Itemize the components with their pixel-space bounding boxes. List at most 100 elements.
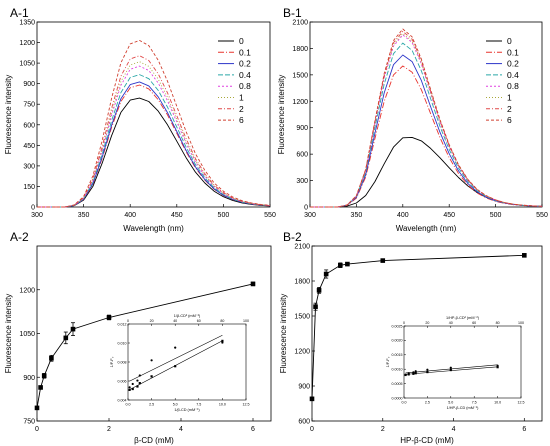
data-point bbox=[380, 258, 386, 263]
y-axis-label: Fluorescence intensity bbox=[279, 294, 288, 374]
data-point bbox=[38, 385, 43, 390]
inset-x-tick-label: 12.5 bbox=[518, 401, 525, 405]
inset-frame bbox=[403, 325, 522, 399]
series-line bbox=[310, 65, 543, 208]
series-line bbox=[37, 81, 271, 208]
y-tick-label: 1050 bbox=[19, 61, 35, 68]
inset-y-axis-label: 1/F-F₀ bbox=[386, 356, 390, 367]
inset-y-tick-label: 0.006 bbox=[118, 379, 127, 383]
inset-top-tick-label: 40 bbox=[173, 319, 177, 323]
x-axis-label: β-CD (mM) bbox=[134, 436, 174, 445]
inset-x-tick-label: 5.0 bbox=[448, 401, 453, 405]
series-line bbox=[37, 61, 271, 208]
inset-x-axis-label: 1/β-CD (mM⁻¹) bbox=[174, 408, 200, 412]
inset-point bbox=[150, 359, 153, 362]
inset-top-tick-label: 0 bbox=[403, 321, 405, 325]
data-point bbox=[323, 271, 329, 277]
x-tick-label: 450 bbox=[171, 212, 183, 219]
legend-entry: 0.4 bbox=[239, 70, 251, 80]
panel-label: B-2 bbox=[283, 230, 302, 244]
x-tick-label: 400 bbox=[124, 212, 136, 219]
data-line bbox=[311, 254, 525, 399]
x-tick-label: 500 bbox=[218, 212, 230, 219]
y-tick-label: 750 bbox=[23, 102, 35, 109]
inset-point bbox=[138, 374, 141, 377]
y-tick-label: 1200 bbox=[294, 349, 310, 356]
y-tick-label: 1200 bbox=[19, 40, 35, 47]
x-tick-label: 0 bbox=[35, 426, 39, 433]
inset-point bbox=[131, 387, 134, 391]
inset-x-tick-label: 7.5 bbox=[196, 403, 201, 407]
inset-point bbox=[174, 346, 177, 349]
legend-entry: 2 bbox=[507, 104, 512, 114]
inset-plot: 0.0 2.5 5.0 7.5 10.0 12.5 0 20 40 60 80 100 0.0000 0.… bbox=[386, 316, 525, 410]
x-tick-label: 500 bbox=[490, 212, 502, 219]
y-tick-label: 1500 bbox=[294, 314, 310, 321]
y-tick-label: 300 bbox=[296, 178, 308, 185]
plot-frame bbox=[309, 21, 543, 208]
inset-point bbox=[414, 372, 417, 375]
inset-point bbox=[407, 373, 410, 376]
legend-entry: 6 bbox=[507, 115, 512, 125]
inset-point bbox=[426, 370, 429, 374]
legend-entry: 0.8 bbox=[239, 81, 251, 91]
y-tick-label: 150 bbox=[23, 184, 35, 191]
data-point bbox=[309, 396, 315, 402]
data-point bbox=[316, 288, 322, 293]
inset-point bbox=[496, 366, 499, 369]
inset-y-tick-label: 0.0015 bbox=[392, 353, 403, 357]
x-tick-label: 450 bbox=[443, 212, 455, 219]
y-tick-label: 1200 bbox=[19, 287, 35, 294]
inset-top-tick-label: 100 bbox=[243, 319, 249, 323]
inset-x-tick-label: 10.0 bbox=[219, 403, 226, 407]
data-point bbox=[338, 262, 343, 268]
inset-point bbox=[138, 382, 141, 385]
series-line bbox=[37, 65, 271, 208]
x-tick-label: 300 bbox=[31, 212, 43, 219]
inset-point bbox=[426, 368, 429, 371]
inset-y-tick-label: 0.0020 bbox=[392, 339, 403, 343]
inset-top-tick-label: 60 bbox=[197, 319, 201, 323]
legend-entry: 0.1 bbox=[507, 47, 519, 57]
series-line bbox=[310, 136, 543, 208]
data-point bbox=[41, 373, 47, 379]
data-point bbox=[63, 335, 69, 341]
y-tick-label: 2100 bbox=[294, 244, 310, 251]
legend-entry: 0 bbox=[239, 36, 244, 46]
data-point bbox=[34, 405, 40, 411]
inset-y-axis-label: 1/F-F₀ bbox=[110, 356, 114, 367]
x-tick-label: 350 bbox=[351, 212, 363, 219]
inset-point bbox=[136, 385, 139, 388]
inset-x-tick-label: 12.5 bbox=[243, 403, 250, 407]
inset-point bbox=[449, 366, 452, 369]
inset-top-tick-label: 20 bbox=[150, 319, 154, 323]
y-tick-label: 1050 bbox=[19, 331, 35, 338]
inset-point bbox=[414, 370, 417, 373]
inset-y-tick-label: 0.0005 bbox=[392, 382, 403, 386]
y-tick-label: 600 bbox=[23, 122, 35, 129]
x-tick-label: 550 bbox=[264, 212, 276, 219]
y-tick-label: 900 bbox=[298, 384, 310, 391]
inset-point bbox=[128, 388, 131, 391]
series-line bbox=[37, 74, 271, 208]
inset-y-tick-label: 0.0000 bbox=[392, 396, 403, 400]
x-axis-label: HP-β-CD (mM) bbox=[400, 436, 454, 445]
legend-entry: 0.1 bbox=[239, 47, 251, 57]
inset-point bbox=[136, 379, 139, 382]
series-line bbox=[37, 84, 271, 208]
inset-y-tick-label: 0.008 bbox=[118, 360, 127, 364]
x-tick-label: 2 bbox=[107, 426, 111, 433]
inset-y-tick-label: 0.012 bbox=[118, 322, 127, 326]
inset-point bbox=[412, 371, 415, 374]
x-tick-label: 2 bbox=[381, 426, 385, 433]
data-point bbox=[345, 261, 350, 267]
legend-entry: 1 bbox=[507, 93, 512, 103]
inset-top-tick-label: 80 bbox=[496, 321, 500, 325]
inset-top-axis-label: 1/HP-β-CD² (mM⁻²) bbox=[446, 316, 480, 320]
x-axis-label: Wavelength (nm) bbox=[396, 224, 457, 233]
inset-x-tick-label: 5.0 bbox=[173, 403, 178, 407]
data-point bbox=[522, 253, 527, 258]
inset-y-tick-label: 0.004 bbox=[118, 398, 127, 402]
